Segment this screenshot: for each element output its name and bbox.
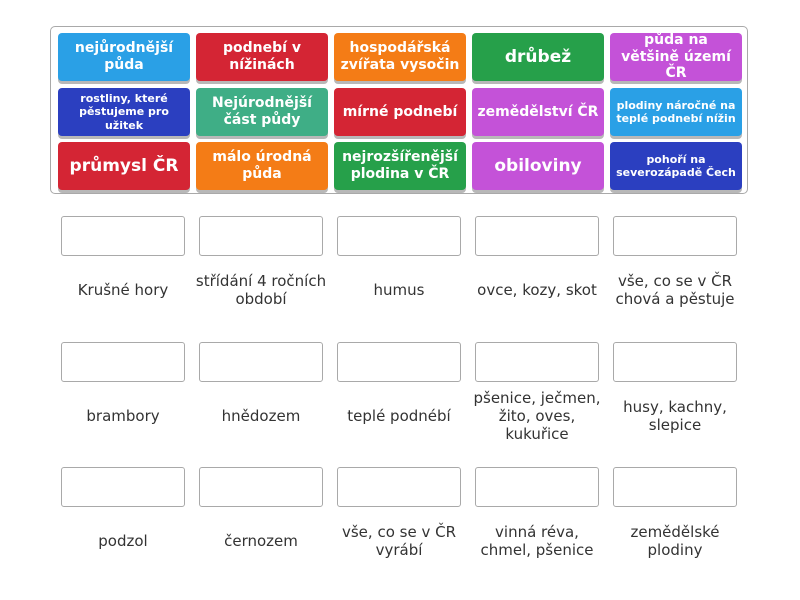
tile-15-label: pohoří na severozápadě Čech [616,152,736,179]
tile-2[interactable]: podnebí v nížinách [196,33,328,81]
tile-13-label: nejrozšířenější plodina v ČR [342,149,458,182]
target-label-2: střídání 4 ročních období [195,271,327,308]
tile-12[interactable]: málo úrodná půda [196,142,328,190]
tile-11[interactable]: průmysl ČR [58,142,190,190]
drop-slot-13[interactable] [337,467,461,507]
target-label-5: vše, co se v ČR chová a pěstuje [615,271,735,308]
target-label-8: teplé podnébí [347,406,451,425]
tile-10-label: plodiny náročné na teplé podnebí nížin [616,98,736,125]
target-label-15: zemědělské plodiny [630,522,720,559]
tile-13[interactable]: nejrozšířenější plodina v ČR [334,142,466,190]
target-label-13: vše, co se v ČR vyrábí [341,522,456,559]
drop-slot-14[interactable] [475,467,599,507]
drop-slot-1[interactable] [61,216,185,256]
tile-8[interactable]: mírné podnebí [334,88,466,136]
tile-4[interactable]: drůbež [472,33,604,81]
drop-slot-7[interactable] [199,342,323,382]
tile-5[interactable]: půda na většině území ČR [610,31,742,82]
target-label-1: Krušné hory [77,280,169,299]
target-label-14: vinná réva, chmel, pšenice [480,522,594,559]
drop-slot-6[interactable] [61,342,185,382]
tile-1[interactable]: nejůrodnější půda [58,33,190,81]
target-label-11: podzol [98,531,148,550]
target-label-7: hnědozem [221,406,301,425]
target-label-12: černozem [224,531,298,550]
tile-14-label: obiloviny [494,155,582,176]
tile-1-label: nejůrodnější půda [74,40,174,73]
drop-slot-5[interactable] [613,216,737,256]
tile-6-label: rostliny, které pěstujeme pro užitek [79,92,169,132]
target-label-9: pšenice, ječmen, žito, oves, kukuřice [473,388,601,444]
target-label-10: husy, kachny, slepice [623,397,727,434]
drop-slot-15[interactable] [613,467,737,507]
tile-4-label: drůbež [504,46,572,67]
drop-slot-2[interactable] [199,216,323,256]
tile-5-label: půda na většině území ČR [621,31,731,82]
drop-slot-4[interactable] [475,216,599,256]
tile-12-label: málo úrodná půda [212,149,312,182]
tile-3-label: hospodářská zvířata vysočin [340,40,460,73]
drop-slot-12[interactable] [199,467,323,507]
tile-3[interactable]: hospodářská zvířata vysočin [334,33,466,81]
tile-14[interactable]: obiloviny [472,142,604,190]
tile-8-label: mírné podnebí [342,103,458,120]
target-label-4: ovce, kozy, skot [477,280,597,299]
target-label-6: brambory [86,406,160,425]
target-label-3: humus [373,280,425,299]
tile-7-label: Nejúrodnější část půdy [212,95,312,128]
answer-tiles-tray: nejůrodnější půda podnebí v nížinách hos… [50,26,748,194]
tile-15[interactable]: pohoří na severozápadě Čech [610,142,742,190]
tile-6[interactable]: rostliny, které pěstujeme pro užitek [58,88,190,136]
tile-9-label: zemědělství ČR [477,103,599,120]
drop-slot-11[interactable] [61,467,185,507]
tile-11-label: průmysl ČR [69,155,179,176]
tile-10[interactable]: plodiny náročné na teplé podnebí nížin [610,88,742,136]
drop-slot-8[interactable] [337,342,461,382]
drop-slot-10[interactable] [613,342,737,382]
drop-slot-3[interactable] [337,216,461,256]
drop-slot-9[interactable] [475,342,599,382]
tile-7[interactable]: Nejúrodnější část půdy [196,88,328,136]
tile-9[interactable]: zemědělství ČR [472,88,604,136]
tile-2-label: podnebí v nížinách [223,40,301,73]
